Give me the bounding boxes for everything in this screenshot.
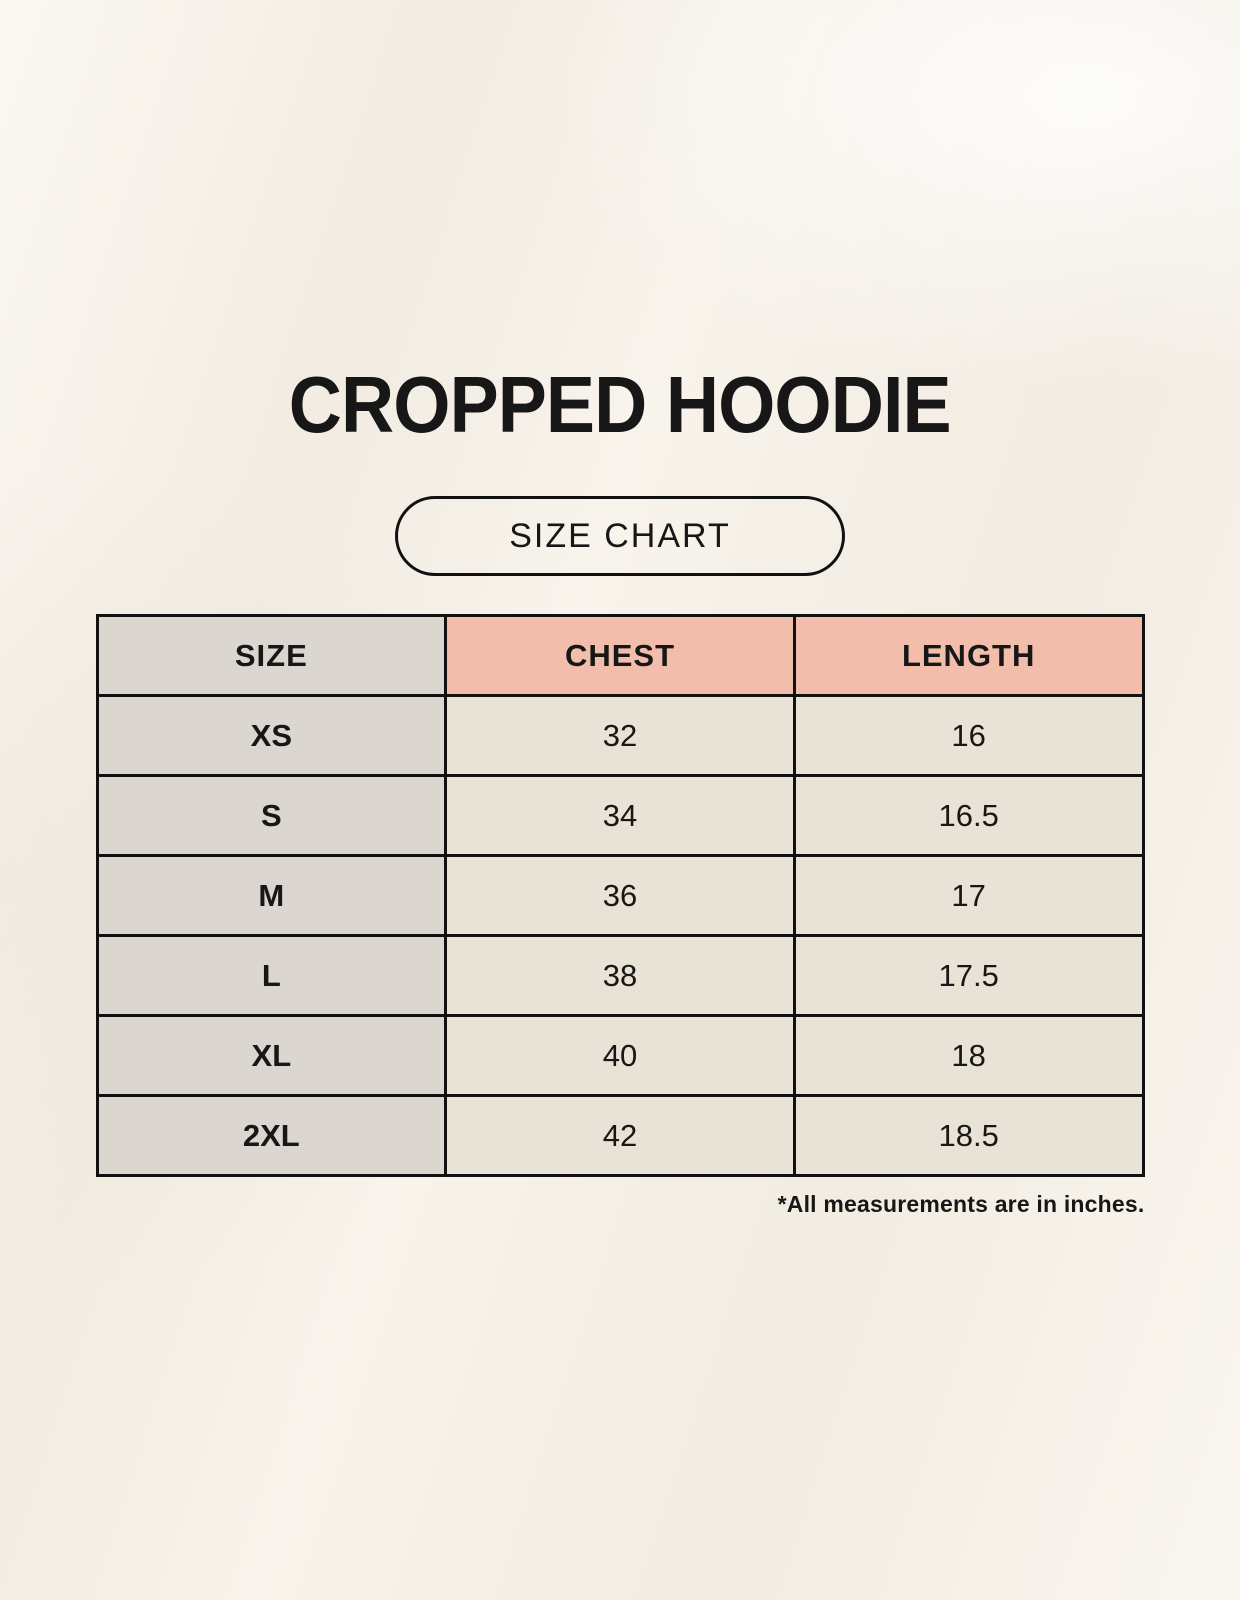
measurement-value: 18.5 — [792, 1094, 1145, 1177]
size-chart-button-label: SIZE CHART — [509, 516, 731, 555]
size-label: M — [95, 854, 448, 937]
measurements-footnote: *All measurements are in inches. — [777, 1191, 1145, 1217]
measurement-value: 18 — [792, 1014, 1145, 1097]
column-header-chest: CHEST — [444, 614, 796, 697]
table-row: 2XL 42 18.5 — [95, 1094, 1145, 1177]
measurement-value: 32 — [444, 694, 796, 777]
size-label: S — [95, 774, 448, 857]
measurement-value: 16 — [792, 694, 1145, 777]
table-row: M 36 17 — [95, 854, 1145, 937]
measurement-value: 38 — [444, 934, 796, 1017]
table-body: XS 32 16 S 34 16.5 M 36 17 L 38 17.5 XL 40 18 2XL 42 18.5 — [95, 694, 1145, 1177]
size-label: L — [95, 934, 448, 1017]
measurement-value: 36 — [444, 854, 796, 937]
column-header-length: LENGTH — [792, 614, 1145, 697]
size-label: XS — [95, 694, 448, 777]
size-chart-table: SIZE CHEST LENGTH XS 32 16 S 34 16.5 M 36 17 L 38 17.… — [95, 614, 1145, 1177]
product-title: CROPPED HOODIE — [289, 360, 952, 449]
table-row: L 38 17.5 — [95, 934, 1145, 1017]
measurement-value: 34 — [444, 774, 796, 857]
size-chart-button[interactable]: SIZE CHART — [395, 496, 845, 576]
size-label: XL — [95, 1014, 448, 1097]
measurement-value: 17 — [792, 854, 1145, 937]
column-header-size: SIZE — [95, 614, 448, 697]
table-row: S 34 16.5 — [95, 774, 1145, 857]
measurement-value: 42 — [444, 1094, 796, 1177]
size-label: 2XL — [95, 1094, 448, 1177]
table-row: XL 40 18 — [95, 1014, 1145, 1097]
table-header-row: SIZE CHEST LENGTH — [95, 614, 1145, 697]
measurement-value: 17.5 — [792, 934, 1145, 1017]
measurement-value: 16.5 — [792, 774, 1145, 857]
table-row: XS 32 16 — [95, 694, 1145, 777]
measurement-value: 40 — [444, 1014, 796, 1097]
